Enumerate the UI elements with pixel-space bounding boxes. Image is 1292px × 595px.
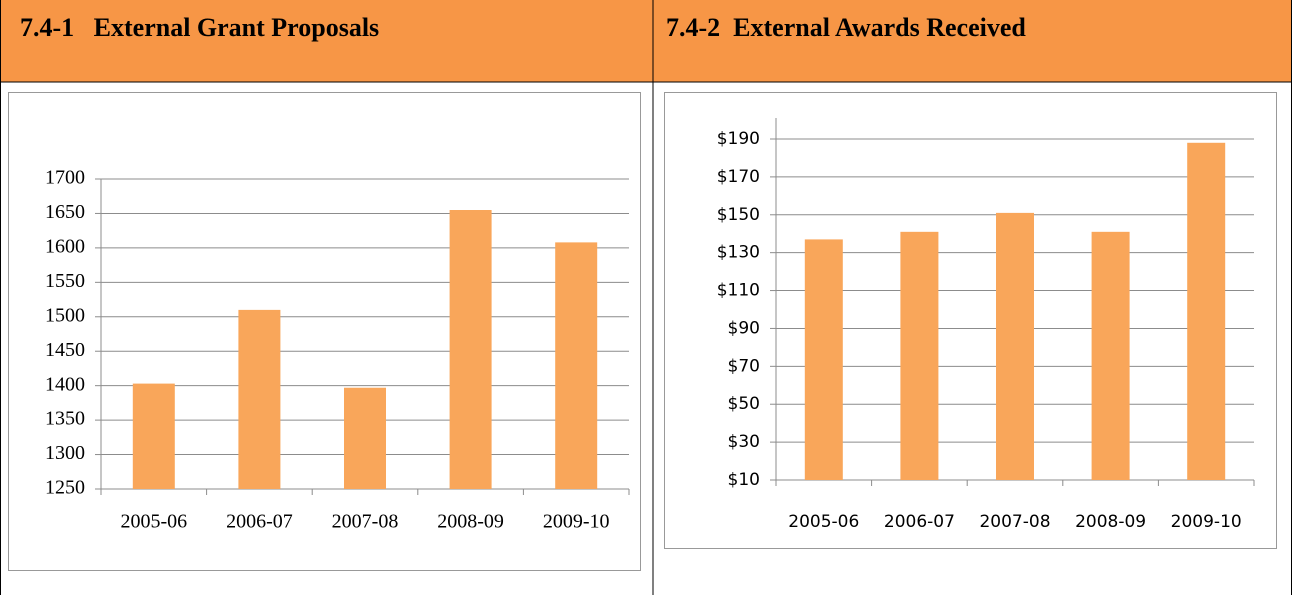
y-tick-label: $30 — [728, 432, 760, 452]
bar — [132, 383, 175, 489]
chart-title: 7.4-2 External Awards Received — [666, 13, 1026, 42]
bar — [804, 239, 843, 480]
y-tick-label: 1550 — [45, 270, 85, 292]
y-tick-label: $150 — [717, 205, 760, 225]
bar — [238, 309, 281, 489]
x-tick-label: 2008-09 — [1075, 512, 1146, 532]
y-tick-label: 1250 — [45, 477, 85, 499]
x-tick-label: 2009-10 — [543, 511, 610, 533]
y-tick-label: $110 — [717, 281, 760, 301]
chart-frame — [8, 92, 641, 571]
bar — [555, 242, 598, 489]
bar — [900, 231, 939, 480]
x-tick-label: 2005-06 — [788, 512, 859, 532]
y-tick-label: 1650 — [45, 201, 85, 223]
bar — [1187, 142, 1226, 481]
y-tick-label: $190 — [717, 129, 760, 149]
header-band — [0, 0, 1292, 82]
bar — [449, 210, 492, 489]
y-tick-label: $70 — [728, 356, 760, 376]
y-tick-label: 1700 — [45, 167, 85, 189]
y-tick-label: $90 — [728, 318, 760, 338]
bar — [1091, 231, 1130, 480]
y-tick-label: 1450 — [45, 339, 85, 361]
y-tick-label: 1600 — [45, 235, 85, 257]
x-tick-label: 2007-08 — [979, 512, 1050, 532]
x-tick-label: 2007-08 — [332, 511, 399, 533]
chart-title: 7.4-1 External Grant Proposals — [20, 13, 379, 42]
y-tick-label: 1500 — [45, 304, 85, 326]
y-tick-label: $10 — [728, 470, 760, 490]
bar — [344, 387, 386, 489]
x-tick-label: 2009-10 — [1171, 512, 1242, 532]
bar — [996, 212, 1034, 480]
x-tick-label: 2008-09 — [437, 511, 504, 533]
x-tick-label: 2005-06 — [120, 511, 187, 533]
y-tick-label: 1350 — [45, 408, 85, 430]
y-tick-label: 1400 — [45, 373, 85, 395]
y-tick-label: $50 — [728, 394, 760, 414]
y-tick-label: $130 — [717, 243, 760, 263]
chart-frame — [664, 92, 1277, 549]
x-tick-label: 2006-07 — [226, 511, 293, 533]
y-tick-label: 1300 — [45, 442, 85, 464]
x-tick-label: 2006-07 — [884, 512, 955, 532]
y-tick-label: $170 — [717, 167, 760, 187]
